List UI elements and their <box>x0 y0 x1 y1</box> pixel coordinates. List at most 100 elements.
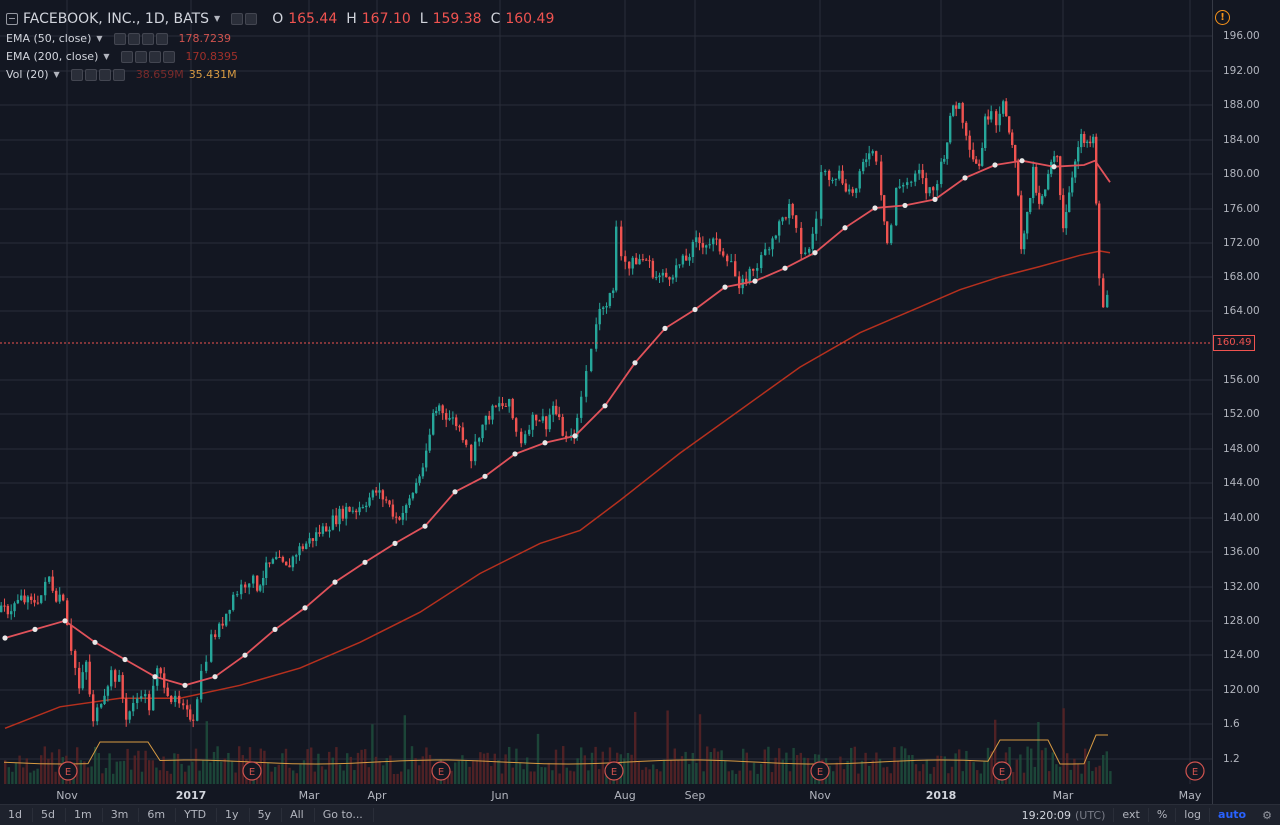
candle-body <box>655 277 658 279</box>
price-axis[interactable]: 196.00 192.00 188.00 184.00 180.00 176.00 172.… <box>1212 0 1280 804</box>
ema200-line <box>4 250 1111 729</box>
settings-icon[interactable] <box>134 51 147 63</box>
symbol-title[interactable]: FACEBOOK, INC., 1D, BATS <box>23 11 210 27</box>
chevron-down-icon[interactable]: ▼ <box>53 70 60 79</box>
range-1m-button[interactable]: 1m <box>66 808 103 822</box>
candle-body <box>975 159 978 164</box>
candle-body <box>595 324 598 349</box>
candle-body <box>391 504 395 517</box>
candle-body <box>531 414 534 430</box>
price-tick-label: 176.00 <box>1223 203 1260 215</box>
volume-bar <box>572 771 576 784</box>
close-icon[interactable] <box>155 33 168 45</box>
ema50-marker <box>992 162 998 168</box>
volume-ma-line <box>3 734 1108 765</box>
price-tick-label: 1.6 <box>1223 718 1240 730</box>
eye-icon[interactable] <box>120 51 133 63</box>
time-tick-label: Apr <box>367 789 387 802</box>
volume-bar <box>752 762 756 784</box>
range-5d-button[interactable]: 5d <box>33 808 66 822</box>
add-icon[interactable] <box>98 69 111 81</box>
chevron-down-icon[interactable]: ▼ <box>96 34 103 43</box>
candle-body <box>96 707 99 722</box>
range-3m-button[interactable]: 3m <box>103 808 140 822</box>
candle-body <box>981 148 984 166</box>
collapse-icon[interactable] <box>6 13 18 25</box>
candle-body <box>561 417 564 436</box>
settings-icon[interactable] <box>127 33 140 45</box>
candle-body <box>671 277 675 280</box>
add-icon[interactable] <box>141 33 154 45</box>
time-axis[interactable]: Nov 2017 Mar Apr Jun Aug Sep Nov 2018 Mar May <box>0 784 1212 804</box>
log-toggle[interactable]: log <box>1175 808 1209 822</box>
volume-bar <box>911 754 914 784</box>
candle-body <box>784 217 788 219</box>
volume-bar <box>295 773 298 784</box>
settings-icon[interactable] <box>245 13 258 25</box>
candle-body <box>641 259 645 261</box>
eye-icon[interactable] <box>70 69 83 81</box>
candle-body <box>448 417 451 420</box>
candle-body <box>418 476 421 483</box>
range-1d-button[interactable]: 1d <box>0 808 33 822</box>
goto-button[interactable]: Go to... <box>315 808 374 822</box>
candle-body <box>774 235 778 239</box>
candle-body <box>1020 195 1023 250</box>
close-icon[interactable] <box>112 69 125 81</box>
ema50-name[interactable]: EMA (50, close) <box>6 32 92 45</box>
range-6m-button[interactable]: 6m <box>139 808 177 822</box>
volume-bar <box>828 765 831 784</box>
candle-body <box>972 149 975 160</box>
volume-bar <box>353 770 356 784</box>
timezone-label[interactable]: (UTC) <box>1075 808 1106 822</box>
volume-bar <box>40 755 43 784</box>
candle-body <box>48 576 51 582</box>
volume-bar <box>623 758 626 784</box>
candle-body <box>140 696 143 699</box>
gear-icon[interactable]: ⚙ <box>1262 808 1272 822</box>
volume-bar <box>1015 759 1018 784</box>
range-1y-button[interactable]: 1y <box>217 808 250 822</box>
chevron-down-icon[interactable]: ▼ <box>103 52 110 61</box>
close-icon[interactable] <box>162 51 175 63</box>
volume-bar <box>1022 772 1026 784</box>
range-all-button[interactable]: All <box>282 808 315 822</box>
eye-icon[interactable] <box>231 13 244 25</box>
settings-icon[interactable] <box>84 69 97 81</box>
time-tick-label: 2017 <box>175 789 207 802</box>
volume-bar <box>306 749 309 784</box>
auto-toggle[interactable]: auto <box>1209 808 1254 822</box>
time-tick-label: Nov <box>56 789 78 802</box>
volume-bar <box>234 772 237 784</box>
alert-icon[interactable]: ! <box>1215 10 1230 25</box>
chart-plot-area[interactable]: E E E E E E E FACEBOOK, INC., 1D, BATS ▼ O 165.… <box>0 0 1230 804</box>
candle-body <box>100 704 103 708</box>
ext-toggle[interactable]: ext <box>1113 808 1147 822</box>
percent-toggle[interactable]: % <box>1147 808 1175 822</box>
candle-body <box>548 414 551 430</box>
add-icon[interactable] <box>148 51 161 63</box>
candle-body <box>585 371 588 397</box>
ema200-name[interactable]: EMA (200, close) <box>6 50 99 63</box>
volume-bar <box>176 753 180 784</box>
volume-bar <box>670 759 673 784</box>
candle-body <box>824 170 827 173</box>
candle-body <box>62 594 65 601</box>
range-5y-button[interactable]: 5y <box>250 808 283 822</box>
volume-bar <box>220 761 223 784</box>
volume-bar <box>216 746 219 784</box>
candle-body <box>628 261 631 269</box>
price-tick-label: 192.00 <box>1223 65 1260 77</box>
volume-bar <box>407 769 410 784</box>
volume-bar <box>673 748 676 784</box>
volume-name[interactable]: Vol (20) <box>6 68 49 81</box>
volume-bar <box>878 758 882 784</box>
chevron-down-icon[interactable]: ▼ <box>214 14 221 23</box>
range-ytd-button[interactable]: YTD <box>176 808 218 822</box>
volume-bar <box>554 749 558 784</box>
volume-bar <box>731 770 734 784</box>
volume-bar <box>781 759 784 784</box>
candle-body <box>501 403 504 406</box>
eye-icon[interactable] <box>113 33 126 45</box>
